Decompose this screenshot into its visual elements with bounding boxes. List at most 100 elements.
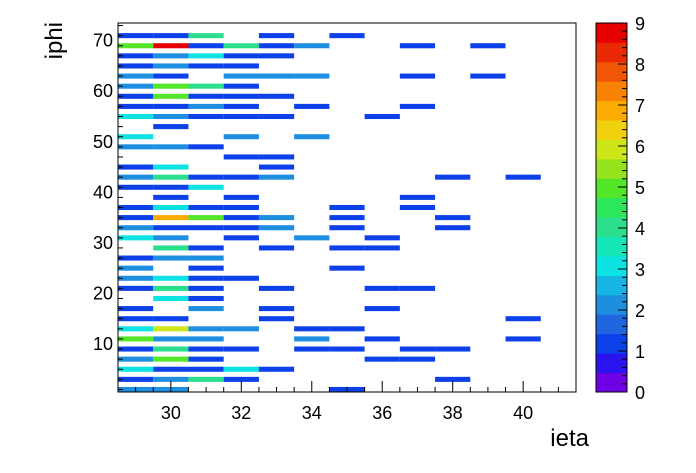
palette-band (596, 217, 627, 238)
heatmap-cell (223, 346, 259, 352)
heatmap-cell (153, 83, 189, 89)
heatmap-cell (258, 306, 295, 312)
heatmap-cell (188, 376, 224, 382)
heatmap-cell (223, 63, 259, 69)
heatmap-cell (258, 316, 295, 322)
heatmap-cell (188, 275, 224, 281)
heatmap-cell (223, 204, 259, 211)
heatmap-cell (153, 245, 189, 251)
heatmap-cell (329, 33, 365, 39)
heatmap-cell (470, 73, 506, 79)
heatmap-cell (188, 93, 224, 99)
x-axis-ticks: 30 32 34 36 38 40 (117, 381, 577, 423)
heatmap-cell (329, 265, 365, 271)
heatmap-cell (258, 225, 295, 231)
palette-band (596, 139, 627, 160)
heatmap-cell (153, 356, 189, 362)
heatmap-cell (223, 73, 259, 79)
palette-tick-label: 7 (635, 96, 645, 116)
heatmap-cell (223, 225, 259, 231)
heatmap-cell (258, 33, 295, 39)
palette-band (596, 100, 627, 121)
heatmap-cell (188, 184, 224, 190)
heatmap-cell (118, 366, 154, 372)
heatmap-cell (188, 103, 224, 109)
x-tick-label: 32 (231, 403, 251, 423)
heatmap-cell (118, 204, 154, 211)
heatmap-cell (153, 113, 189, 120)
heatmap-cell (118, 376, 154, 382)
color-palette-ticks: 0 1 2 3 4 5 6 7 8 9 (618, 14, 645, 403)
heatmap-cell (153, 174, 189, 180)
y-tick-label: 70 (93, 31, 113, 51)
heatmap-cell (118, 174, 154, 180)
heatmap-cell (505, 316, 541, 322)
palette-tick-label: 5 (635, 178, 645, 198)
heatmap-cell (329, 215, 365, 221)
heatmap-cell (118, 285, 154, 291)
heatmap-cell (118, 113, 154, 120)
y-axis-title: iphi (41, 22, 68, 59)
palette-tick-label: 8 (635, 55, 645, 75)
y-tick-label: 30 (93, 233, 113, 253)
heatmap-cell (118, 225, 154, 231)
heatmap-cell (223, 53, 259, 59)
heatmap-cell (188, 306, 224, 312)
x-tick-label: 40 (513, 403, 533, 423)
heatmap-cell (118, 103, 154, 109)
y-tick-label: 50 (93, 132, 113, 152)
palette-tick-label: 0 (635, 383, 645, 403)
heatmap-cell (470, 43, 506, 49)
palette-band (596, 23, 627, 43)
heatmap-cell (223, 93, 259, 99)
heatmap-cell (118, 134, 154, 140)
x-tick-label: 36 (372, 403, 392, 423)
heatmap-cell (118, 73, 154, 79)
heatmap-cell (188, 346, 224, 352)
heatmap-cell (258, 154, 295, 160)
heatmap-cell (258, 215, 295, 221)
heatmap-cell (153, 93, 189, 99)
heatmap-cell (364, 356, 400, 362)
heatmap-cell (223, 194, 259, 200)
heatmap-cell (294, 43, 330, 49)
heatmap-cell (118, 356, 154, 362)
heatmap-cell (258, 164, 295, 170)
heatmap-cell (118, 144, 154, 150)
x-tick-label: 30 (161, 403, 181, 423)
heatmap-cell (188, 144, 224, 150)
heatmap-cell (188, 215, 224, 221)
heatmap-cell (188, 174, 224, 180)
heatmap-cell (399, 356, 436, 362)
heatmap-cell (399, 73, 436, 79)
heatmap-cell (153, 376, 189, 382)
heatmap-cell (188, 326, 224, 332)
palette-band (596, 178, 627, 199)
heatmap-cell (399, 285, 436, 291)
heatmap-cell (435, 174, 471, 180)
heatmap-cell (364, 336, 400, 342)
heatmap-cell (364, 113, 400, 120)
heatmap-cell (223, 366, 259, 372)
heatmap-cell (223, 43, 259, 49)
palette-band (596, 81, 627, 102)
color-palette (596, 23, 627, 393)
heatmap-cell (188, 245, 224, 251)
heatmap-cell (118, 346, 154, 352)
palette-band (596, 275, 627, 296)
heatmap-cell (118, 306, 154, 312)
palette-band (596, 256, 627, 276)
heatmap-cell (153, 255, 189, 261)
heatmap-cell (399, 43, 436, 49)
heatmap-cell (188, 285, 224, 291)
heatmap-cell (153, 316, 189, 322)
heatmap-cell (223, 215, 259, 221)
palette-tick-label: 4 (635, 219, 645, 239)
heatmap-cell (153, 295, 189, 302)
heatmap-cell (223, 275, 259, 281)
heatmap-cell (188, 356, 224, 362)
heatmap-cell (153, 53, 189, 59)
heatmap-cell (223, 154, 259, 160)
heatmap-cell (258, 174, 295, 180)
